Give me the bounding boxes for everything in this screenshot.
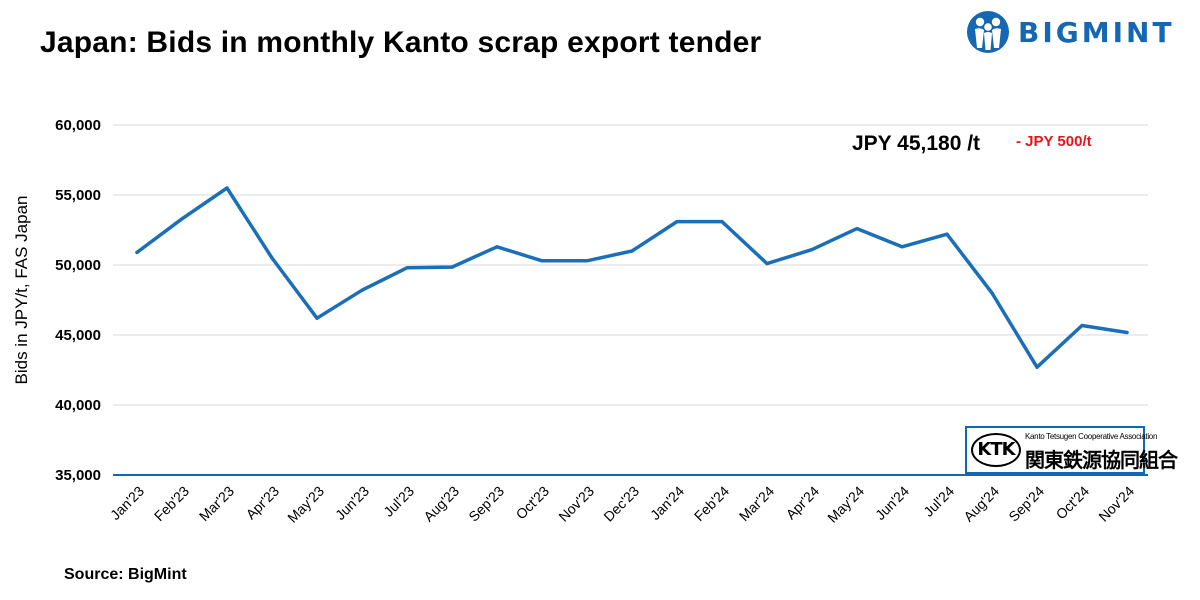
x-tick-label: Feb'24 xyxy=(691,483,732,524)
x-tick-label: Mar'23 xyxy=(196,483,237,524)
y-axis-label: Bids in JPY/t, FAS Japan xyxy=(12,196,31,385)
data-point xyxy=(990,291,994,295)
data-point xyxy=(405,266,409,270)
x-tick-label: Mar'24 xyxy=(736,483,777,524)
bigmint-logo: BIGMINT xyxy=(966,8,1192,56)
y-tick-label: 35,000 xyxy=(55,467,101,484)
x-tick-labels: Jan'23 Feb'23 Mar'23 Apr'23 May'23 Jun'23 Jul'… xyxy=(107,483,1137,526)
ktk-logo: KTK Kanto Tetsugen Cooperative Associati… xyxy=(965,426,1178,474)
x-tick-label: Sep'23 xyxy=(465,483,507,525)
ktk-japanese-name: 関東鉄源協同組合 xyxy=(1025,448,1178,472)
data-point xyxy=(135,250,139,254)
y-tick-label: 40,000 xyxy=(55,397,101,414)
x-tick-label: Jul'24 xyxy=(920,483,957,520)
ktk-mark: KTK xyxy=(971,433,1021,467)
x-tick-label: Oct'23 xyxy=(513,483,553,523)
x-tick-label: Jan'23 xyxy=(107,483,147,523)
y-tick-label: 60,000 xyxy=(55,117,101,134)
data-point xyxy=(1080,323,1084,328)
data-point xyxy=(630,249,634,253)
data-point xyxy=(855,227,859,231)
data-point xyxy=(1035,365,1039,369)
data-points xyxy=(135,186,1129,369)
x-tick-label: Jun'23 xyxy=(332,483,372,523)
x-tick-label: Oct'24 xyxy=(1053,483,1093,523)
y-tick-label: 50,000 xyxy=(55,257,101,274)
data-point xyxy=(675,220,679,224)
data-point xyxy=(900,245,904,249)
x-tick-label: Nov'23 xyxy=(555,483,597,525)
data-point xyxy=(765,262,769,266)
x-tick-label: Aug'23 xyxy=(420,483,462,525)
data-point xyxy=(315,316,319,320)
x-tick-label: Dec'23 xyxy=(600,483,642,525)
data-point xyxy=(720,220,724,224)
data-point xyxy=(360,288,364,292)
x-tick-label: Apr'23 xyxy=(243,483,283,523)
x-tick-label: Nov'24 xyxy=(1095,483,1137,525)
x-tick-label: Jan'24 xyxy=(647,483,687,523)
data-point xyxy=(1125,330,1129,335)
data-point xyxy=(225,186,229,190)
change-annotation: - JPY 500/t xyxy=(1016,133,1092,150)
x-tick-label: Aug'24 xyxy=(960,483,1002,525)
x-tick-label: May'23 xyxy=(284,483,327,526)
x-tick-label: Feb'23 xyxy=(151,483,192,524)
data-point xyxy=(810,248,814,252)
gridlines xyxy=(113,124,1148,406)
y-tick-label: 55,000 xyxy=(55,187,101,204)
price-annotation: JPY 45,180 /t xyxy=(852,132,980,155)
series-line xyxy=(135,186,1129,369)
data-point xyxy=(450,265,454,269)
data-point xyxy=(585,259,589,263)
x-tick-label: Jun'24 xyxy=(872,483,912,523)
x-tick-label: Apr'24 xyxy=(783,483,823,523)
bigmint-wordmark: BIGMINT xyxy=(1018,16,1175,49)
data-point xyxy=(495,245,499,249)
x-tick-label: Sep'24 xyxy=(1005,483,1047,525)
x-tick-label: Jul'23 xyxy=(380,483,417,520)
data-point xyxy=(945,232,949,236)
x-tick-label: May'24 xyxy=(824,483,867,526)
chart-title: Japan: Bids in monthly Kanto scrap expor… xyxy=(40,26,762,59)
bigmint-people-icon xyxy=(967,11,1009,53)
data-point xyxy=(540,259,544,263)
y-tick-label: 45,000 xyxy=(55,327,101,344)
ktk-english-name: Kanto Tetsugen Cooperative Association xyxy=(1025,432,1158,441)
data-point xyxy=(180,217,184,221)
y-tick-labels: 35,000 40,000 45,000 50,000 55,000 60,000 xyxy=(55,117,101,484)
source-note: Source: BigMint xyxy=(64,566,187,583)
data-point xyxy=(270,256,274,260)
